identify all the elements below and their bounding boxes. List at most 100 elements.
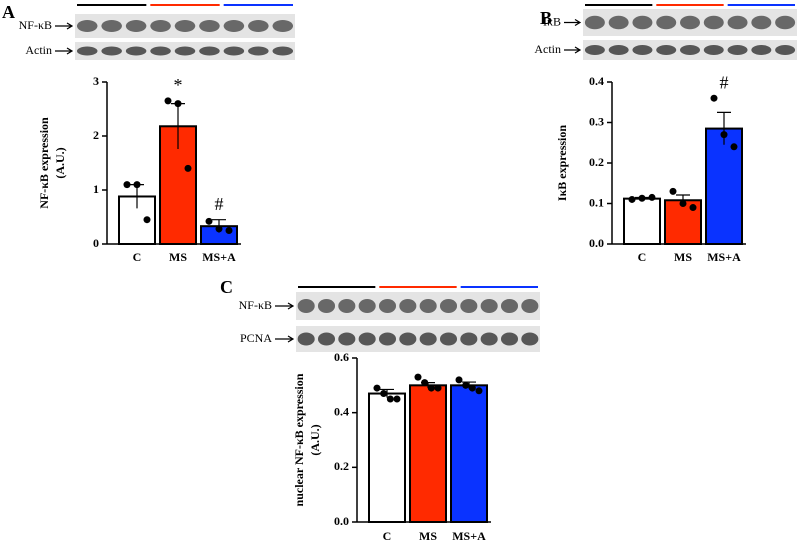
blot-image — [296, 326, 540, 352]
y-tick-label: 3 — [93, 74, 99, 88]
blot-band — [199, 20, 220, 32]
blot-band — [703, 15, 724, 30]
blot-band — [358, 299, 376, 313]
blot-band — [656, 15, 677, 30]
blot-arrow — [564, 46, 582, 54]
data-point — [133, 181, 141, 189]
blot-band — [150, 46, 171, 56]
blot-band — [317, 299, 336, 313]
blot-band — [297, 332, 315, 346]
significance-label: # — [215, 194, 224, 214]
blot-band — [378, 299, 397, 313]
blot-band — [656, 45, 677, 55]
blot-band — [500, 299, 519, 313]
data-point — [143, 216, 151, 224]
blot-band — [399, 332, 417, 346]
blot-arrow — [275, 335, 295, 343]
blot-band — [584, 15, 605, 30]
blot-band — [248, 46, 269, 56]
bar — [409, 384, 447, 524]
data-point — [669, 187, 677, 195]
blot-band — [703, 45, 724, 55]
blot-band — [439, 332, 458, 346]
data-point — [462, 381, 470, 389]
y-tick-label: 0.1 — [589, 195, 604, 209]
blot-band — [174, 46, 196, 56]
blot-band — [125, 46, 147, 56]
x-tick-label: C — [638, 250, 647, 264]
data-point — [414, 373, 422, 381]
data-point — [373, 384, 381, 392]
blot-band — [460, 299, 478, 313]
data-point — [468, 384, 476, 392]
y-tick-label: 0.4 — [334, 404, 349, 418]
blot-band — [297, 299, 315, 313]
blot-band — [378, 332, 397, 346]
blot-band — [272, 20, 294, 32]
x-tick-label: C — [133, 250, 142, 264]
blot-band — [775, 15, 796, 30]
blot-band — [751, 45, 772, 55]
data-point — [215, 225, 223, 233]
y-axis-label: (A.U.) — [308, 424, 322, 455]
y-tick-label: 0.0 — [589, 236, 604, 250]
data-point — [123, 181, 131, 189]
panel-letter: A — [2, 2, 15, 22]
blot-label: NF-κB — [239, 298, 272, 312]
data-point — [380, 390, 388, 398]
blot-band — [480, 299, 498, 313]
blot-band — [358, 332, 376, 346]
data-point — [648, 193, 656, 201]
blot-band — [223, 20, 245, 32]
x-tick-label: MS — [674, 250, 692, 264]
data-point — [421, 379, 429, 387]
data-point — [434, 384, 442, 392]
blot-label: Actin — [534, 42, 561, 56]
y-tick-label: 2 — [93, 128, 99, 142]
x-tick-label: MS+A — [707, 250, 741, 264]
blot-arrow — [564, 18, 582, 27]
y-axis-label: (A.U.) — [53, 147, 67, 178]
data-point — [679, 200, 687, 207]
x-tick-label: MS+A — [202, 250, 236, 264]
blot-band — [680, 45, 700, 55]
blot-band — [199, 46, 220, 56]
blot-band — [399, 299, 417, 313]
data-point — [225, 227, 233, 234]
y-tick-label: 0.2 — [589, 155, 604, 169]
blot-band — [480, 332, 498, 346]
y-axis-label: IκB expression — [555, 125, 569, 201]
x-tick-label: C — [383, 529, 392, 543]
y-tick-label: 0.4 — [589, 74, 604, 88]
data-point — [427, 384, 435, 392]
panel-letter: C — [220, 277, 233, 297]
error-bar — [717, 111, 731, 145]
blot-band — [608, 45, 629, 55]
data-point — [638, 194, 646, 202]
bar — [450, 384, 488, 524]
panel-letter: B — [540, 8, 552, 28]
blot-band — [460, 332, 478, 346]
blot-label: IκB — [543, 14, 561, 28]
y-tick-label: 1 — [93, 182, 99, 196]
blot-band — [76, 20, 98, 32]
data-point — [184, 164, 192, 172]
blot-band — [317, 332, 336, 346]
blot-band — [272, 46, 294, 56]
bar — [368, 392, 406, 523]
data-point — [174, 100, 182, 108]
x-tick-label: MS — [169, 250, 187, 264]
blot-band — [338, 299, 356, 313]
blot-band — [223, 46, 245, 56]
data-point — [720, 131, 728, 139]
y-tick-label: 0.3 — [589, 114, 604, 128]
y-axis-label: NF-κB expression — [37, 117, 51, 209]
blot-band — [632, 15, 653, 30]
blot-band — [150, 20, 171, 32]
blot-label: PCNA — [240, 331, 272, 345]
blot-band — [775, 45, 796, 55]
blot-band — [248, 20, 269, 32]
blot-arrow — [55, 47, 74, 55]
x-tick-label: MS — [419, 529, 437, 543]
